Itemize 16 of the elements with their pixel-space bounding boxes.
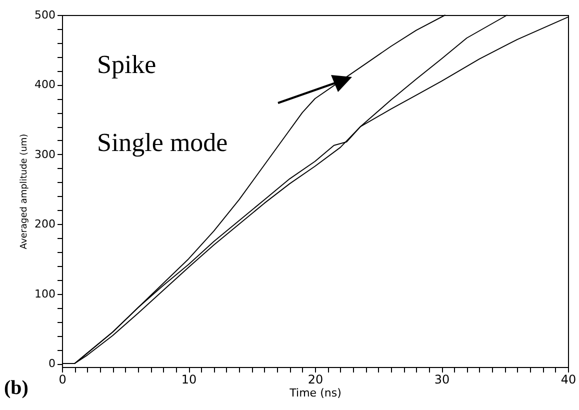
y-tick-label: 500 <box>34 8 56 22</box>
y-tick-label: 0 <box>48 357 56 370</box>
y-tick-label: 400 <box>34 78 56 92</box>
x-tick-label: 10 <box>181 372 197 386</box>
annotation: Spike <box>97 50 156 79</box>
y-tick-label: 200 <box>34 218 56 231</box>
x-axis-title: Time (ns) <box>288 386 342 400</box>
x-tick-label: 20 <box>308 372 324 386</box>
text: (b) <box>4 377 28 399</box>
x-tick-label: 30 <box>434 372 450 386</box>
y-tick-label: 300 <box>34 148 56 161</box>
y-tick-label: 100 <box>34 287 56 300</box>
y-axis-title: Averaged amplitude (um) <box>20 134 30 250</box>
x-tick-label: 0 <box>58 372 66 386</box>
x-tick-label: 40 <box>560 372 576 386</box>
annotation: Single mode <box>97 128 228 157</box>
